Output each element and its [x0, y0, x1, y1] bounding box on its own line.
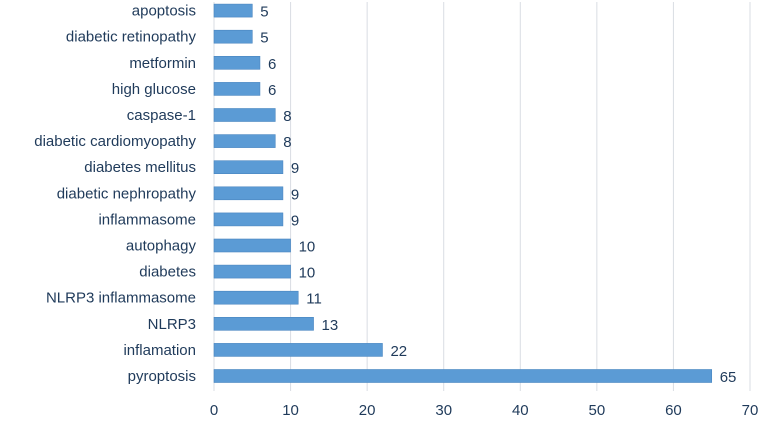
- data-label: 10: [299, 265, 316, 282]
- data-label: 13: [322, 317, 339, 334]
- category-label: NLRP3: [148, 316, 196, 333]
- category-label: caspase-1: [127, 107, 196, 124]
- bar: [213, 3, 253, 18]
- x-tick-label: 50: [589, 402, 606, 419]
- bars: [213, 3, 713, 383]
- category-label: high glucose: [112, 81, 196, 98]
- bar: [213, 316, 314, 331]
- category-label: diabetic nephropathy: [57, 185, 197, 202]
- category-label: diabetes: [139, 264, 196, 281]
- x-tick-label: 10: [282, 402, 299, 419]
- data-label: 9: [291, 160, 299, 177]
- bar: [213, 55, 261, 70]
- category-label: diabetic retinopathy: [66, 29, 197, 46]
- bar: [213, 238, 291, 253]
- category-label: NLRP3 inflammasome: [46, 290, 196, 307]
- x-tick-label: 20: [359, 402, 376, 419]
- bar: [213, 108, 276, 122]
- category-labels: pyroptosis inflamation NLRP3 NLRP3 inflamma…: [34, 3, 196, 385]
- data-label: 22: [390, 343, 407, 360]
- data-label: 5: [260, 30, 268, 47]
- bar: [213, 186, 284, 201]
- data-label: 6: [268, 82, 276, 99]
- data-label: 11: [306, 291, 322, 308]
- category-label: autophagy: [126, 238, 197, 255]
- category-label: apoptosis: [132, 3, 196, 20]
- x-tick-label: 40: [512, 402, 529, 419]
- category-label: metformin: [129, 55, 196, 72]
- x-axis-tick-labels: 0 10 20 30 40 50 60 70: [210, 402, 759, 419]
- bar: [213, 29, 253, 44]
- bar: [213, 212, 284, 227]
- data-label: 8: [283, 108, 291, 125]
- grid-lines: [213, 2, 751, 391]
- bar: [213, 369, 713, 383]
- bar: [213, 160, 284, 174]
- data-label: 8: [283, 134, 291, 151]
- data-label: 5: [260, 4, 268, 21]
- bar: [213, 343, 383, 357]
- data-label: 10: [299, 239, 316, 256]
- x-tick-label: 60: [665, 402, 682, 419]
- category-label: inflamation: [123, 342, 196, 359]
- bar: [213, 290, 299, 305]
- category-label: pyroptosis: [128, 368, 196, 385]
- bar: [213, 264, 291, 279]
- data-label: 9: [291, 186, 299, 203]
- data-label: 6: [268, 56, 276, 73]
- data-label: 65: [720, 369, 737, 386]
- data-label: 9: [291, 212, 299, 229]
- x-tick-label: 30: [435, 402, 452, 419]
- x-tick-label: 0: [210, 402, 218, 419]
- bar: [213, 134, 276, 148]
- x-tick-label: 70: [742, 402, 759, 419]
- category-label: diabetes mellitus: [84, 159, 196, 176]
- category-label: diabetic cardiomyopathy: [34, 133, 196, 150]
- category-label: inflammasome: [98, 211, 196, 228]
- bar: [213, 82, 261, 96]
